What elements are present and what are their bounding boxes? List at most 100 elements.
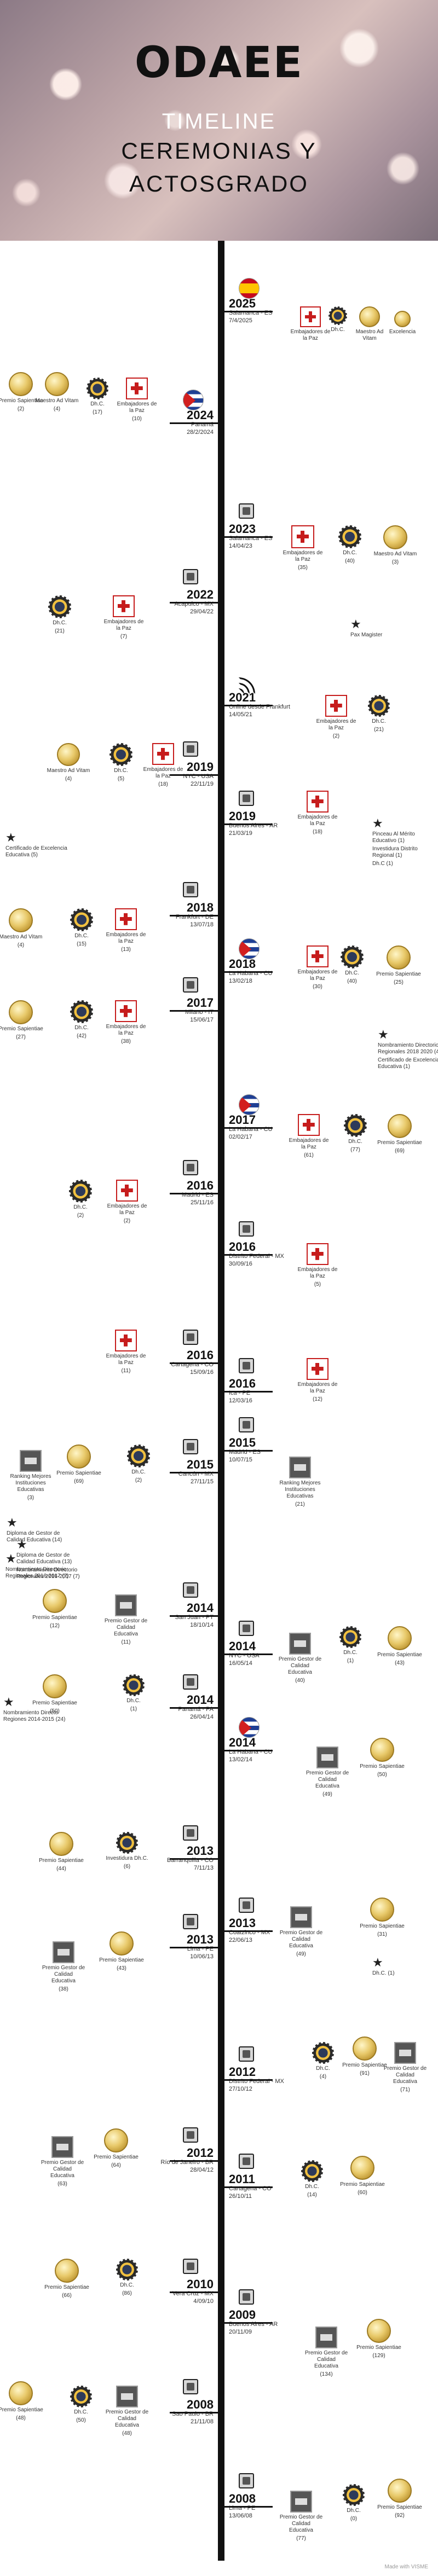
- entry-year: 2016: [229, 1377, 256, 1390]
- award-count: (18): [158, 781, 168, 787]
- timeline-connector: [170, 1472, 218, 1473]
- timeline-connector: [170, 422, 218, 424]
- award-count: (7): [120, 634, 128, 640]
- event-marker-icon: [183, 1825, 198, 1841]
- gold-medal-icon: [43, 1589, 67, 1613]
- award-label: Embajadores de la Paz: [103, 619, 144, 631]
- award-count: (50): [377, 1772, 387, 1778]
- award-label: Dh.C.: [372, 718, 386, 724]
- award-item: Dh.C. (14): [290, 2160, 334, 2198]
- award-label: Embajadores de la Paz: [290, 329, 331, 341]
- peace-ambassador-medal-icon: [115, 1330, 137, 1351]
- note-text: Dh.C. (1): [372, 1970, 395, 1976]
- note-text: Pinceau Al Mérito Educativo (1): [372, 831, 415, 844]
- award-label: Premio Sapientiae: [377, 1140, 422, 1146]
- note-block: ★ Certificado de Excelencia Educativa (5): [5, 832, 71, 858]
- honoris-causa-medal-icon: [368, 695, 390, 717]
- award-label: Premio Gestor de Calidad Educativa: [105, 2409, 149, 2428]
- award-plaque-icon: [115, 1594, 137, 1616]
- award-count: (86): [122, 2290, 132, 2296]
- award-item: Embajadores de la Paz (12): [296, 1358, 339, 1403]
- entry-date: 21/03/19: [229, 829, 252, 837]
- award-count: (11): [121, 1368, 131, 1374]
- award-label: Embajadores de la Paz: [106, 932, 146, 944]
- timeline-entry: 2024 Panamá 28/2/2024: [104, 390, 214, 437]
- timeline-connector: [170, 774, 218, 776]
- event-marker-icon: [183, 1160, 198, 1175]
- entry-year: 2013: [187, 1933, 214, 1946]
- peace-ambassador-medal-icon: [325, 695, 347, 717]
- timeline-connector: [224, 2506, 273, 2508]
- gold-medal-icon: [55, 2259, 79, 2283]
- cuba-flag-icon: [239, 938, 260, 959]
- award-item: Dh.C. (1): [328, 1626, 372, 1664]
- gold-medal-icon: [9, 372, 33, 396]
- award-count: (17): [93, 409, 102, 415]
- award-item: Ranking Mejores Instituciones Educativas…: [9, 1450, 53, 1501]
- award-count: (77): [350, 1147, 360, 1153]
- award-label: Maestro Ad Vitam: [35, 398, 79, 404]
- entry-year: 2019: [187, 760, 214, 774]
- event-marker-icon: [183, 1674, 198, 1690]
- gold-medal-icon: [9, 1000, 33, 1024]
- award-count: (5): [314, 1281, 321, 1287]
- award-count: (48): [16, 2415, 26, 2421]
- award-item: Premio Gestor de Calidad Educativa (48): [105, 2386, 149, 2437]
- award-count: (14): [307, 2192, 317, 2198]
- award-count: (27): [16, 1034, 26, 1040]
- timeline-connector: [224, 1254, 273, 1256]
- award-label: Maestro Ad Vitam: [47, 768, 90, 774]
- note-block: ★ Pax Magister: [350, 618, 416, 639]
- award-item: Dh.C. (4): [301, 2042, 345, 2080]
- award-label: Dh.C.: [345, 970, 359, 976]
- star-icon: ★: [378, 1028, 389, 1041]
- entry-date: 20/11/09: [229, 2328, 252, 2335]
- peace-ambassador-medal-icon: [307, 1358, 328, 1380]
- award-item: Premio Sapientiae (69): [56, 1444, 102, 1485]
- star-icon: ★: [3, 1695, 14, 1709]
- gold-medal-icon: [45, 372, 69, 396]
- award-count: (129): [372, 2353, 385, 2359]
- award-count: (12): [50, 1623, 60, 1629]
- award-item: Premio Sapientiae (27): [0, 1000, 44, 1041]
- honoris-causa-medal-icon: [339, 1626, 361, 1648]
- award-count: (2): [123, 1218, 131, 1224]
- award-label: Premio Sapientiae: [360, 1763, 405, 1769]
- entry-date: 10/06/13: [190, 1953, 214, 1960]
- timeline-entry: 2008 Lima - PE 13/06/08: [229, 2473, 338, 2520]
- award-plaque-icon: [53, 1941, 74, 1963]
- award-item: Premio Sapientiae (91): [342, 2037, 388, 2077]
- award-label: Dh.C.: [74, 2409, 88, 2415]
- award-item: Embajadores de la Paz (13): [104, 908, 148, 953]
- honoris-causa-medal-icon: [70, 2386, 92, 2407]
- honoris-causa-medal-icon: [301, 2160, 323, 2182]
- award-count: (11): [121, 1639, 131, 1645]
- entry-year: 2015: [187, 1458, 214, 1471]
- award-plaque-icon: [315, 2326, 337, 2348]
- event-marker-icon: [183, 1439, 198, 1454]
- event-marker-icon: [239, 1417, 254, 1432]
- note-text: Investidura Distrito Regional (1): [372, 846, 418, 858]
- award-count: (40): [347, 978, 357, 984]
- event-marker-icon: [183, 2259, 198, 2274]
- award-label: Embajadores de la Paz: [316, 718, 356, 731]
- gold-medal-icon: [388, 1114, 412, 1138]
- note-block: ★ Nombramiento Directorio Regionales 2016…: [5, 1553, 71, 1580]
- award-item: Dh.C.: [318, 306, 358, 333]
- award-label: Dh.C.: [305, 2184, 319, 2190]
- entry-year: 2015: [229, 1436, 256, 1449]
- award-item: Dh.C. (77): [333, 1114, 378, 1153]
- award-label: Investidura Dh.C.: [106, 1855, 148, 1861]
- award-count: (43): [117, 1965, 126, 1971]
- star-icon: ★: [350, 617, 361, 631]
- award-count: (91): [360, 2070, 370, 2076]
- entry-date: 29/04/22: [190, 608, 214, 615]
- award-count: (38): [59, 1986, 68, 1992]
- honoris-causa-medal-icon: [116, 2259, 138, 2281]
- award-item: Premio Sapientiae (31): [359, 1898, 405, 1938]
- award-count: (69): [395, 1148, 405, 1154]
- entry-year: 2013: [229, 1916, 256, 1930]
- award-count: (30): [313, 984, 322, 990]
- award-count: (40): [295, 1678, 305, 1684]
- star-icon: ★: [5, 831, 16, 844]
